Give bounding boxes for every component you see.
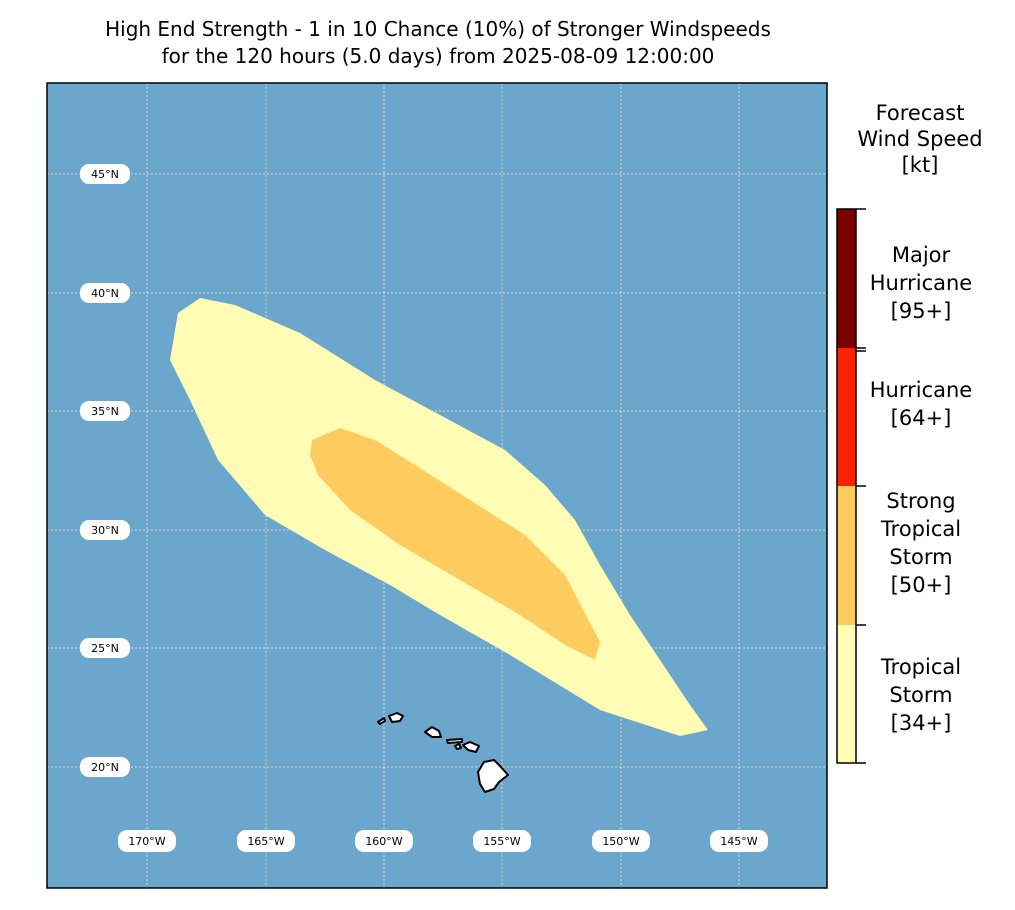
lat-label-20: 20°N <box>80 757 130 777</box>
colorbar-label-line: Hurricane <box>869 378 973 402</box>
colorbar-label-line: [50+] <box>890 573 952 597</box>
lat-label-text: 20°N <box>91 761 119 774</box>
colorbar-label-line: Major <box>891 243 951 267</box>
colorbar-title-line: Wind Speed <box>857 127 983 151</box>
island-molokai <box>446 738 463 744</box>
colorbar-label-line: Strong <box>886 489 956 513</box>
colorbar-label-line: Tropical <box>880 517 962 541</box>
lon-label-150: 150°W <box>592 830 650 852</box>
hawaiian-islands <box>377 712 509 793</box>
lat-label-45: 45°N <box>80 164 130 184</box>
longitude-labels: 170°W 165°W 160°W 155°W 150°W 145°W <box>118 830 768 852</box>
colorbar-title-line: Forecast <box>875 101 965 125</box>
lon-label-bg <box>710 830 768 852</box>
map-frame <box>46 82 828 889</box>
lon-label-text: 170°W <box>128 835 165 848</box>
colorbar-label-line: Storm <box>889 545 953 569</box>
colorbar-ticks <box>856 208 866 764</box>
island-oahu <box>424 726 442 738</box>
lat-label-text: 25°N <box>91 642 119 655</box>
colorbar-label-strong-tropical-storm: Strong Tropical Storm [50+] <box>846 487 996 599</box>
island-niihau <box>377 717 386 725</box>
colorbar-segment-tropical-storm <box>837 625 856 763</box>
lat-label-bg <box>80 757 130 777</box>
title-line-1: High End Strength - 1 in 10 Chance (10%)… <box>105 17 771 41</box>
colorbar <box>836 208 866 764</box>
island-kauai <box>388 712 404 723</box>
title-line-2: for the 120 hours (5.0 days) from 2025-0… <box>161 44 715 68</box>
lat-label-40: 40°N <box>80 283 130 303</box>
lat-label-text: 40°N <box>91 287 119 300</box>
lon-label-bg <box>355 830 413 852</box>
colorbar-label-line: Tropical <box>880 655 962 679</box>
lon-label-bg <box>237 830 295 852</box>
colorbar-label-line: [64+] <box>890 406 952 430</box>
zone-strong-tropical-storm <box>310 428 600 660</box>
lat-label-text: 30°N <box>91 524 119 537</box>
lat-label-35: 35°N <box>80 401 130 421</box>
lon-label-165: 165°W <box>237 830 295 852</box>
lon-label-bg <box>592 830 650 852</box>
colorbar-title: Forecast Wind Speed [kt] <box>840 100 1000 178</box>
chart-title: High End Strength - 1 in 10 Chance (10%)… <box>0 16 876 70</box>
colorbar-segment-hurricane <box>837 348 856 486</box>
colorbar-label-line: Hurricane <box>869 271 973 295</box>
colorbar-label-major-hurricane: Major Hurricane [95+] <box>846 241 996 325</box>
lat-label-text: 35°N <box>91 405 119 418</box>
island-maui <box>462 741 480 753</box>
lon-label-text: 160°W <box>365 835 402 848</box>
lon-label-text: 150°W <box>602 835 639 848</box>
lat-label-bg <box>80 283 130 303</box>
colorbar-label-hurricane: Hurricane [64+] <box>846 376 996 432</box>
colorbar-segment-major-hurricane <box>837 209 856 348</box>
lat-label-bg <box>80 520 130 540</box>
colorbar-label-line: Storm <box>889 683 953 707</box>
lon-label-bg <box>118 830 176 852</box>
lon-label-text: 155°W <box>483 835 520 848</box>
lon-label-145: 145°W <box>710 830 768 852</box>
lat-label-text: 45°N <box>91 168 119 181</box>
colorbar-segment-strong-tropical-storm <box>837 486 856 625</box>
lon-label-170: 170°W <box>118 830 176 852</box>
colorbar-title-line: [kt] <box>901 153 939 177</box>
lon-label-160: 160°W <box>355 830 413 852</box>
colorbar-label-line: [95+] <box>890 299 952 323</box>
lon-label-bg <box>473 830 531 852</box>
island-lanai <box>454 743 462 750</box>
island-hawaii <box>477 759 509 793</box>
lat-label-bg <box>80 638 130 658</box>
colorbar-label-line: [34+] <box>890 711 952 735</box>
lon-label-text: 165°W <box>247 835 284 848</box>
lat-label-25: 25°N <box>80 638 130 658</box>
lat-label-bg <box>80 401 130 421</box>
lat-label-30: 30°N <box>80 520 130 540</box>
latitude-labels: 45°N 40°N 35°N 30°N 25°N 20°N <box>80 164 130 777</box>
lon-label-text: 145°W <box>720 835 757 848</box>
colorbar-label-tropical-storm: Tropical Storm [34+] <box>846 653 996 737</box>
lon-label-155: 155°W <box>473 830 531 852</box>
lat-label-bg <box>80 164 130 184</box>
